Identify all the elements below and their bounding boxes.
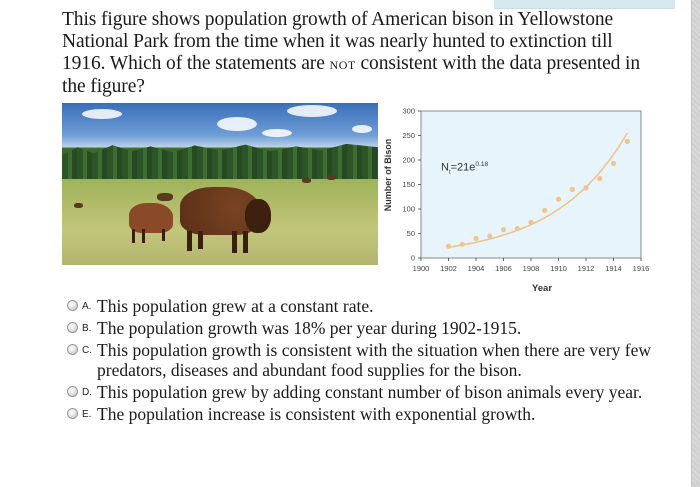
option-text: The population increase is consistent wi… xyxy=(97,404,536,424)
svg-text:1914: 1914 xyxy=(605,264,622,273)
option-text: This population growth is consistent wit… xyxy=(97,340,652,380)
svg-text:1912: 1912 xyxy=(578,264,595,273)
option-text: This population grew by adding constant … xyxy=(97,382,643,402)
radio-button[interactable] xyxy=(67,322,78,333)
option-text: This population grew at a constant rate. xyxy=(97,296,374,316)
radio-button[interactable] xyxy=(67,300,78,311)
svg-text:1906: 1906 xyxy=(495,264,512,273)
svg-text:50: 50 xyxy=(407,229,415,238)
option-a[interactable]: A. This population grew at a constant ra… xyxy=(66,296,666,316)
question-text: This figure shows population growth of A… xyxy=(62,9,641,97)
svg-text:1916: 1916 xyxy=(633,264,650,273)
x-axis-title: Year xyxy=(531,283,553,294)
svg-text:300: 300 xyxy=(402,107,415,116)
svg-text:1908: 1908 xyxy=(523,264,540,273)
svg-text:250: 250 xyxy=(402,131,415,140)
svg-text:1910: 1910 xyxy=(550,264,567,273)
scrollbar[interactable] xyxy=(691,0,700,487)
svg-text:200: 200 xyxy=(402,156,415,165)
bison-calf xyxy=(129,203,173,233)
svg-text:0: 0 xyxy=(411,254,415,263)
equation-label: Nt=21e0.18 xyxy=(441,161,489,176)
option-d[interactable]: D. This population grew by adding consta… xyxy=(66,382,666,402)
option-b[interactable]: B. The population growth was 18% per yea… xyxy=(66,318,666,338)
radio-button[interactable] xyxy=(67,344,78,355)
option-text: The population growth was 18% per year d… xyxy=(97,318,522,338)
option-c[interactable]: C. This population growth is consistent … xyxy=(66,340,666,380)
chart-plot: 0 50 100 150 200 250 300 1900 1902 1904 1906 1908 1… xyxy=(402,107,650,274)
radio-button[interactable] xyxy=(67,408,78,419)
answer-options: A. This population grew at a constant ra… xyxy=(66,296,666,426)
svg-text:1900: 1900 xyxy=(413,264,430,273)
svg-text:100: 100 xyxy=(402,205,415,214)
top-banner-box xyxy=(494,0,675,9)
svg-text:150: 150 xyxy=(402,180,415,189)
population-chart: Number of Bison 0 50 100 150 200 250 300 1900 1… xyxy=(372,100,662,300)
not-emphasis: NOT xyxy=(329,58,356,72)
svg-text:1902: 1902 xyxy=(440,264,457,273)
option-e[interactable]: E. The population increase is consistent… xyxy=(66,404,666,424)
radio-button[interactable] xyxy=(67,386,78,397)
svg-text:1904: 1904 xyxy=(468,264,485,273)
bison-photo xyxy=(62,103,378,265)
